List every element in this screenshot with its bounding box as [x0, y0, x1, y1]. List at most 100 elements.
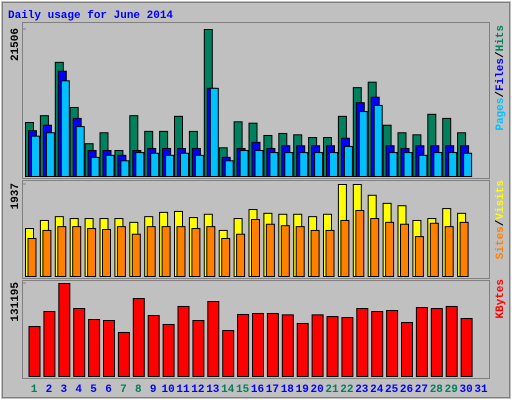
- bar: [237, 313, 250, 377]
- x-tick-label: 30: [459, 384, 472, 396]
- legend-entry: Visits: [495, 180, 507, 220]
- bar: [326, 316, 339, 377]
- legend-entry: KBytes: [495, 279, 507, 319]
- bar: [45, 132, 55, 178]
- bar: [43, 310, 56, 378]
- x-tick-label: 6: [105, 384, 112, 396]
- y-tick-label: 21506: [10, 28, 22, 61]
- legend-separator: /: [495, 219, 507, 226]
- bar: [310, 229, 320, 277]
- bar: [58, 283, 71, 377]
- x-tick-label: 9: [150, 384, 157, 396]
- bar: [31, 135, 40, 178]
- y-tick-label: 1937: [10, 183, 22, 209]
- legend-entry: Sites: [495, 226, 507, 259]
- x-tick-label: 7: [120, 384, 127, 396]
- bar: [448, 152, 458, 178]
- bar: [329, 152, 338, 178]
- bar: [325, 229, 335, 277]
- x-tick-label: 16: [251, 384, 264, 396]
- bar: [299, 152, 309, 178]
- chart-title: Daily usage for June 2014: [8, 10, 173, 22]
- legend: Sites/Visits: [495, 180, 507, 259]
- legend: KBytes: [495, 279, 507, 319]
- bar: [120, 160, 130, 178]
- x-tick-label: 17: [266, 384, 279, 396]
- bar: [27, 238, 37, 277]
- bar: [209, 87, 219, 177]
- bar: [207, 301, 220, 377]
- panel-frame: [22, 180, 490, 279]
- panel-frame: [22, 280, 490, 379]
- bar: [236, 233, 246, 277]
- legend-entry: Files: [495, 58, 507, 91]
- bar: [296, 322, 309, 377]
- bar: [222, 329, 235, 378]
- bar: [221, 238, 231, 277]
- bar: [75, 126, 85, 177]
- bar: [340, 219, 350, 278]
- bar: [103, 319, 115, 377]
- bar: [401, 321, 413, 377]
- bar: [314, 152, 324, 178]
- bar: [281, 314, 294, 377]
- bar: [102, 228, 111, 278]
- bar: [400, 223, 409, 277]
- x-tick-label: 3: [60, 384, 67, 396]
- bar: [280, 225, 290, 277]
- legend-entry: Hits: [495, 25, 507, 51]
- x-tick-label: 2: [46, 384, 53, 396]
- x-tick-label: 24: [370, 384, 384, 396]
- x-tick-label: 18: [281, 384, 295, 396]
- bar: [460, 318, 473, 377]
- bar: [206, 226, 216, 277]
- bar: [463, 152, 473, 178]
- bar: [433, 152, 443, 178]
- bar: [415, 307, 428, 377]
- legend-separator: /: [495, 91, 507, 98]
- bar: [165, 154, 175, 177]
- bar: [341, 317, 354, 378]
- x-tick-label: 31: [474, 384, 488, 396]
- x-tick-label: 15: [236, 384, 250, 396]
- bar: [28, 326, 41, 378]
- bar: [90, 156, 100, 178]
- x-tick-label: 11: [176, 384, 190, 396]
- bar: [147, 315, 160, 378]
- bar: [414, 236, 424, 278]
- bar: [146, 226, 156, 277]
- bar: [370, 218, 380, 277]
- legend-separator: /: [495, 51, 507, 58]
- y-tick-label: 131195: [10, 282, 22, 322]
- bar: [224, 160, 234, 178]
- x-tick-label: 10: [161, 384, 174, 396]
- bar: [418, 154, 428, 177]
- bar: [131, 233, 141, 277]
- bar: [116, 226, 126, 277]
- x-tick-label: 29: [445, 384, 458, 396]
- bar: [132, 298, 145, 378]
- bar: [252, 312, 264, 378]
- bar: [191, 228, 201, 278]
- bar: [254, 150, 264, 177]
- bar: [105, 154, 115, 177]
- x-tick-label: 14: [221, 384, 235, 396]
- bar: [177, 305, 190, 378]
- x-tick-label: 23: [355, 384, 369, 396]
- x-tick-label: 5: [90, 384, 97, 396]
- bar: [117, 331, 130, 378]
- bar: [311, 314, 324, 377]
- bar: [42, 229, 52, 277]
- bar: [269, 152, 279, 178]
- bar: [88, 319, 101, 378]
- bar: [162, 323, 175, 377]
- bar: [284, 152, 294, 178]
- bar: [459, 221, 469, 277]
- bar: [150, 152, 160, 178]
- legend-entry: Pages: [495, 98, 507, 131]
- x-tick-label: 12: [191, 384, 204, 396]
- x-tick-label: 20: [310, 384, 323, 396]
- bar: [87, 228, 97, 278]
- bar: [430, 308, 443, 377]
- x-tick-label: 25: [385, 384, 399, 396]
